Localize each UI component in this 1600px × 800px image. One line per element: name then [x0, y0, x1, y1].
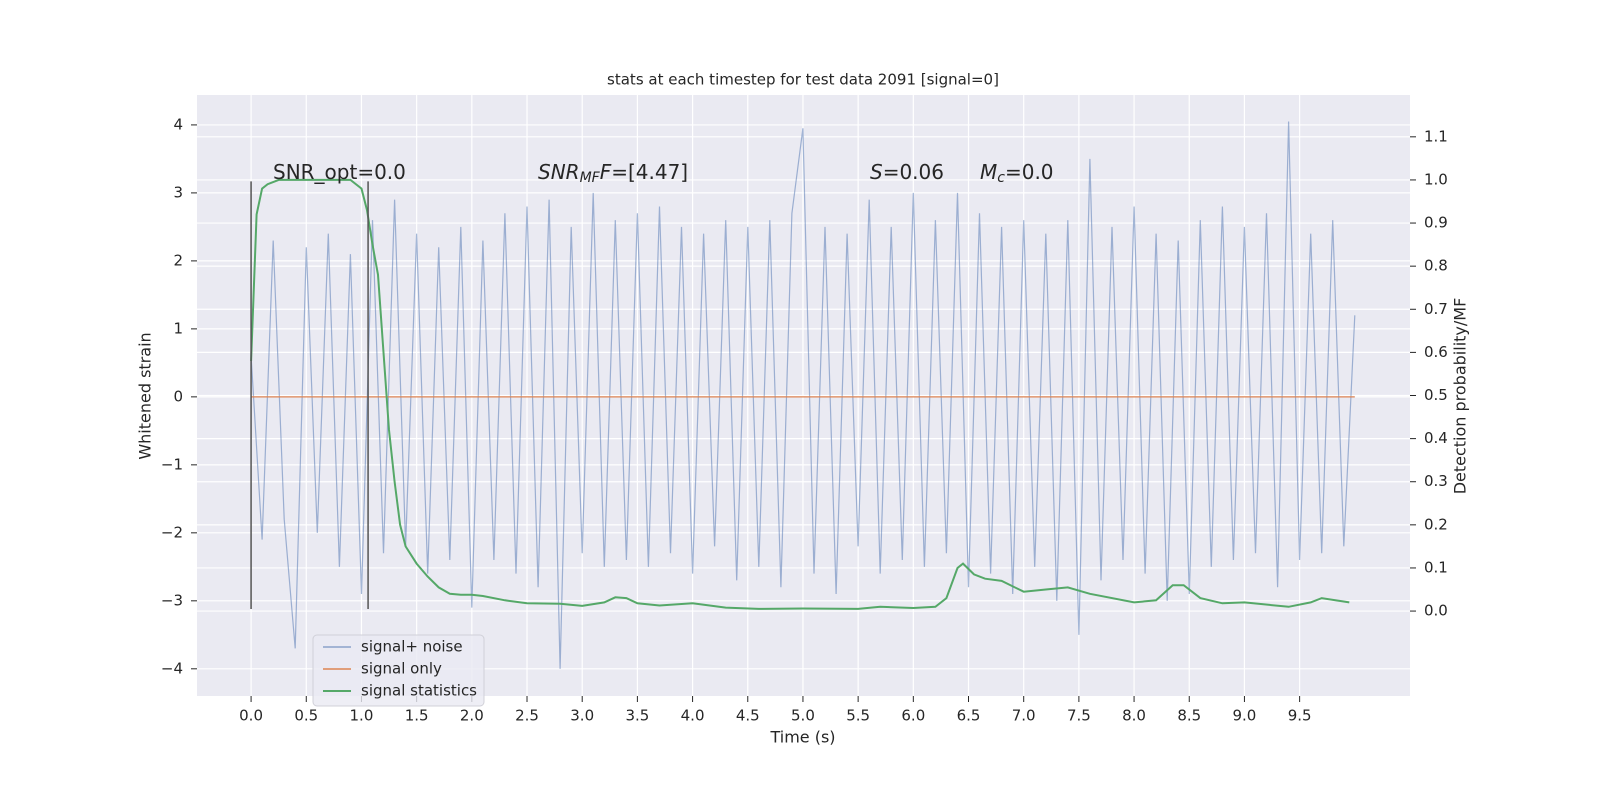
y2-tick-label: 0.6	[1424, 343, 1448, 361]
x-tick-label: 2.5	[515, 707, 539, 725]
x-tick-label: 0.0	[239, 707, 263, 725]
x-tick-label: 2.0	[460, 707, 484, 725]
y2-tick-label: 0.5	[1424, 386, 1448, 404]
x-tick-label: 7.5	[1067, 707, 1091, 725]
y-tick-label: −3	[161, 591, 183, 609]
y-tick-label: 4	[173, 115, 183, 133]
annotation-part: SNR_opt=0.0	[273, 160, 406, 184]
legend-box	[312, 634, 485, 707]
y-tick-label: −1	[161, 455, 183, 473]
legend-label: signal statistics	[361, 682, 477, 700]
legend-label: signal only	[361, 660, 442, 678]
annotation: SNRMFF=[4.47]	[538, 160, 688, 187]
y-tick-label: 2	[173, 251, 183, 269]
y2-axis-label: Detection probability/MF	[1451, 298, 1470, 495]
annotation-part: =0.06	[883, 160, 944, 184]
annotation-part: =0.0	[1005, 160, 1054, 184]
annotation: SNR_opt=0.0	[273, 160, 406, 184]
y2-tick-label: 0.1	[1424, 558, 1448, 576]
y-axis-label: Whitened strain	[136, 332, 155, 459]
annotation-part: c	[997, 170, 1005, 186]
annotation-part: MF	[580, 170, 601, 186]
y2-tick-label: 0.7	[1424, 300, 1448, 318]
x-tick-label: 7.0	[1012, 707, 1036, 725]
y-tick-label: 3	[173, 183, 183, 201]
annotation-part: =[4.47]	[611, 160, 688, 184]
annotation-part: M	[980, 160, 997, 184]
x-tick-label: 4.0	[681, 707, 705, 725]
x-tick-label: 3.0	[570, 707, 594, 725]
annotation-part: F	[600, 160, 612, 184]
annotation: Mc=0.0	[980, 160, 1054, 187]
annotation: S=0.06	[870, 160, 944, 184]
annotation-part: S	[870, 160, 883, 184]
x-tick-label: 1.5	[405, 707, 429, 725]
y-tick-label: −4	[161, 659, 183, 677]
y2-tick-label: 1.1	[1424, 127, 1448, 145]
ticks: 0.0 0.5 1.0 1.5 2.0 2.5 3.0 3.5 4.0 4.5 5.0 5.5 6.0 6…	[161, 115, 1448, 724]
x-tick-label: 5.0	[791, 707, 815, 725]
grid	[197, 95, 1410, 696]
y-tick-label: 1	[173, 319, 183, 337]
legend-label: signal+ noise	[361, 638, 463, 656]
x-tick-label: 5.5	[846, 707, 870, 725]
x-tick-label: 8.5	[1177, 707, 1201, 725]
series-line	[250, 178, 1350, 610]
y2-tick-label: 1.0	[1424, 170, 1448, 188]
y2-tick-label: 0.8	[1424, 257, 1448, 275]
y2-tick-label: 0.3	[1424, 472, 1448, 490]
x-tick-label: 4.5	[736, 707, 760, 725]
x-tick-label: 9.5	[1288, 707, 1312, 725]
x-tick-label: 8.0	[1122, 707, 1146, 725]
x-axis-label: Time (s)	[769, 728, 835, 747]
x-tick-label: 9.0	[1233, 707, 1257, 725]
annotation-part: SNR	[538, 160, 580, 184]
marks: SNR_opt=0.0 SNRMFF=[4.47] S=0.06 Mc=0.0	[250, 121, 1356, 669]
x-tick-label: 6.0	[901, 707, 925, 725]
y2-tick-label: 0.9	[1424, 214, 1448, 232]
x-tick-label: 1.0	[350, 707, 374, 725]
y2-tick-label: 0.4	[1424, 429, 1448, 447]
series-line	[250, 121, 1356, 669]
y2-tick-label: 0.2	[1424, 515, 1448, 533]
y2-tick-label: 0.0	[1424, 602, 1448, 620]
x-tick-label: 6.5	[957, 707, 981, 725]
y-tick-label: 0	[173, 387, 183, 405]
y-tick-label: −2	[161, 523, 183, 541]
x-tick-label: 0.5	[294, 707, 318, 725]
x-tick-label: 3.5	[625, 707, 649, 725]
chart-title: stats at each timestep for test data 209…	[607, 71, 999, 89]
